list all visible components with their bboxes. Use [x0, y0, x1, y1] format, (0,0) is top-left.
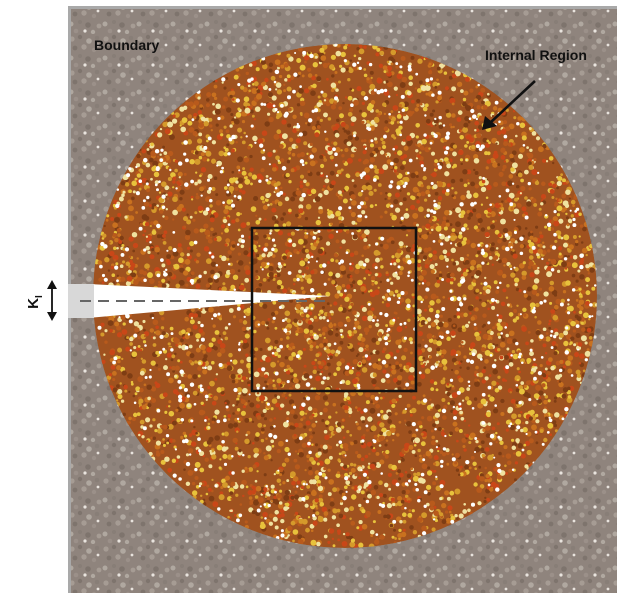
internal-region-pointer-arrow — [482, 80, 536, 130]
internal-region-label: Internal Region — [485, 47, 587, 63]
internal-region-disk — [93, 44, 597, 548]
loading-mode-label: KI — [25, 295, 45, 309]
boundary-label: Boundary — [94, 37, 160, 53]
boundary-top-edge — [68, 6, 617, 9]
zoom-box — [250, 226, 418, 393]
loading-double-arrow — [47, 280, 57, 321]
